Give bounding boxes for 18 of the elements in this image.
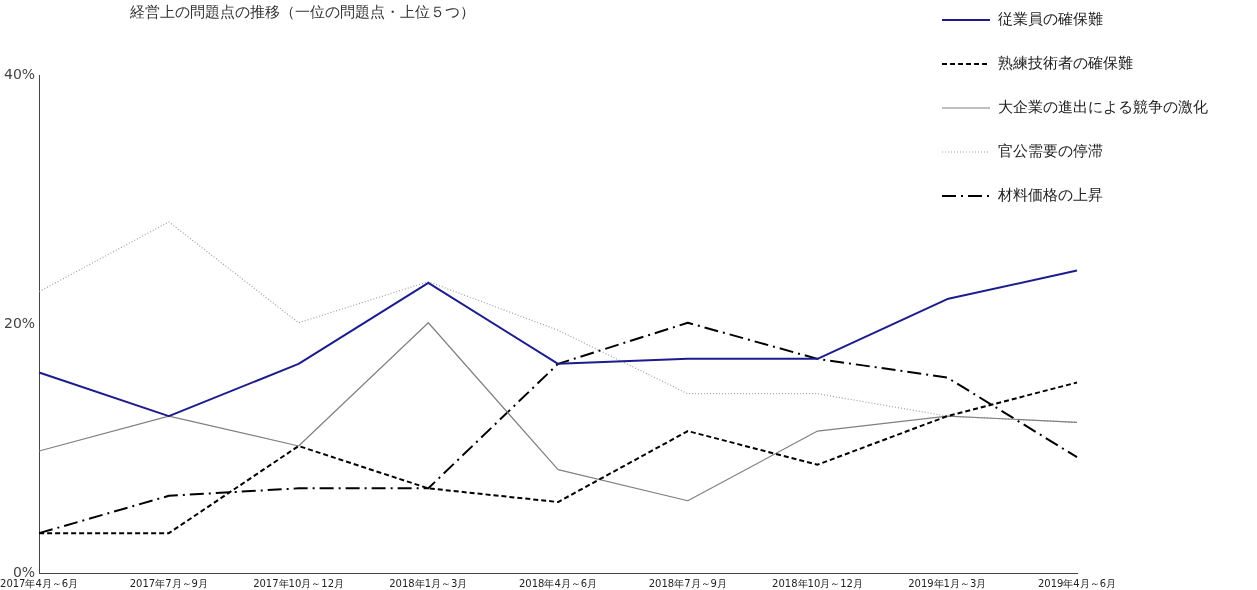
x-tick-label: 2017年10月～12月 — [253, 577, 345, 589]
x-tick-label: 2018年7月～9月 — [648, 577, 727, 589]
legend-label: 大企業の進出による競争の激化 — [998, 97, 1208, 116]
y-tick-label: 40% — [3, 65, 36, 82]
x-tick-label: 2019年4月～6月 — [1037, 577, 1117, 589]
x-tick-label: 2017年7月～9月 — [129, 577, 208, 589]
y-tick-label: 0% — [12, 563, 36, 580]
legend-label: 材料価格の上昇 — [997, 185, 1103, 204]
chart-title: 経営上の問題点の推移（一位の問題点・上位５つ） — [129, 3, 475, 22]
legend-label: 従業員の確保難 — [998, 9, 1103, 28]
x-tick-label: 2017年4月～6月 — [0, 577, 79, 589]
x-tick-label: 2018年4月～6月 — [518, 577, 598, 589]
x-tick-label: 2019年1月～3月 — [908, 577, 987, 589]
y-tick-label: 20% — [3, 314, 36, 331]
x-tick-label: 2018年10月～12月 — [772, 577, 863, 589]
legend-label: 官公需要の停滞 — [998, 141, 1103, 160]
x-tick-label: 2018年1月～3月 — [389, 577, 468, 589]
legend-label: 熟練技術者の確保難 — [998, 53, 1133, 72]
